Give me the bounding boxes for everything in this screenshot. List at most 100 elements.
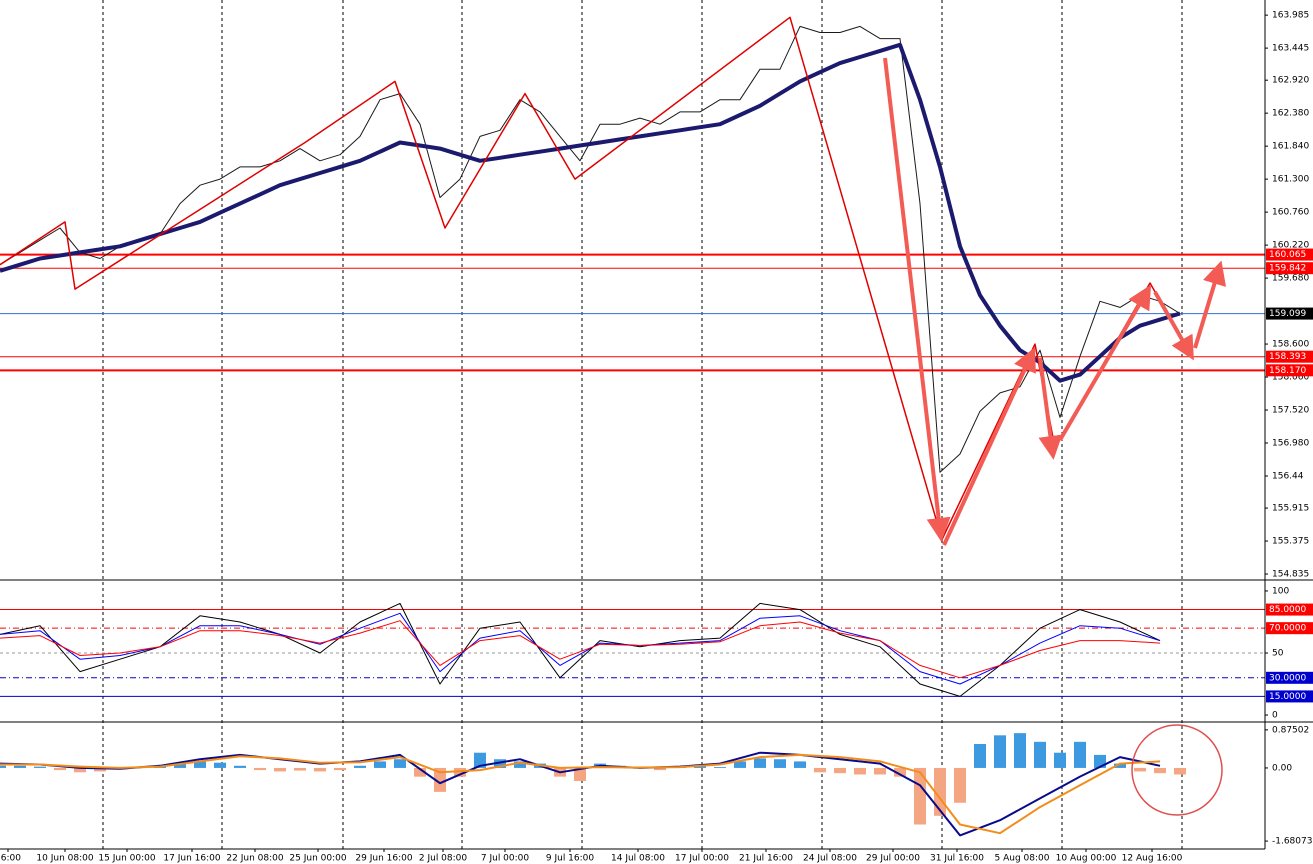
histogram-bar <box>394 759 406 768</box>
histogram-bar <box>454 767 466 777</box>
panel: 100 50 0 85.0000 70.0000 30.0000 15.0000 <box>0 586 1313 721</box>
panel: 0.87502 0.00 -1.68073 16:00 10 Jun 08:00 15 J… <box>0 725 1312 864</box>
histogram-bar <box>474 752 486 768</box>
x-tick-label: 31 Jul 16:00 <box>930 854 984 864</box>
y-tick-label: 100 <box>1272 586 1289 596</box>
x-tick-label: 17 Jul 00:00 <box>675 854 729 864</box>
histogram-bar <box>834 767 846 774</box>
level-label-box <box>1266 364 1313 377</box>
histogram-bar <box>1174 767 1186 775</box>
level-label-box <box>1266 622 1313 635</box>
y-tick-label: 0 <box>1272 711 1278 721</box>
y-tick-label: 0.87502 <box>1272 725 1309 735</box>
histogram-bar <box>1074 741 1086 768</box>
histogram-bar <box>314 767 326 772</box>
series-line <box>0 753 1161 835</box>
x-tick-label: 24 Jul 08:00 <box>803 854 857 864</box>
y-tick-label: 161.840 <box>1272 142 1309 152</box>
level-label-box <box>1266 671 1313 684</box>
y-tick-label: 162.920 <box>1272 76 1309 86</box>
x-tick-label: 15 Jun 00:00 <box>98 854 155 864</box>
level-label-box <box>1266 248 1313 261</box>
histogram-bar <box>914 767 926 825</box>
panel: 163.985 163.445 162.920 162.380 161.840 161.3… <box>0 11 1313 580</box>
y-tick-label: 158.600 <box>1272 340 1309 350</box>
histogram-bar <box>214 762 226 768</box>
y-tick-label: 0.00 <box>1272 763 1292 773</box>
histogram-bar <box>974 744 986 768</box>
y-tick-label: 163.985 <box>1272 11 1309 21</box>
histogram-bar <box>994 735 1006 768</box>
level-label-box <box>1266 690 1313 703</box>
x-tick-label: 29 Jun 16:00 <box>355 854 412 864</box>
x-tick-label: 21 Jul 16:00 <box>739 854 793 864</box>
histogram-bar <box>174 763 186 768</box>
histogram-bar <box>734 761 746 768</box>
arrow <box>1058 284 1152 442</box>
histogram-bar <box>814 767 826 773</box>
x-tick-label: 5 Aug 08:00 <box>995 854 1050 864</box>
histogram-bar <box>414 767 426 777</box>
histogram-bar <box>54 767 66 771</box>
histogram-bar <box>1014 733 1026 768</box>
y-tick-label: -1.68073 <box>1272 837 1312 847</box>
histogram-bar <box>334 767 346 771</box>
level-label: 70.0000 <box>1269 624 1306 634</box>
histogram-bar <box>754 758 766 768</box>
histogram-bar <box>434 767 446 792</box>
x-tick-label: 9 Jul 16:00 <box>546 854 595 864</box>
level-label: 85.0000 <box>1269 605 1306 615</box>
y-tick-label: 163.445 <box>1272 44 1309 54</box>
level-label: 159.099 <box>1269 309 1306 319</box>
histogram-bar <box>254 767 266 771</box>
x-tick-label: 16:00 <box>0 854 21 864</box>
series-line <box>0 751 1161 837</box>
arrow <box>1193 260 1227 349</box>
histogram-bar <box>14 765 26 768</box>
histogram-bar <box>494 759 506 768</box>
histogram-bar <box>34 766 46 768</box>
histogram-bar <box>954 767 966 803</box>
x-tick-label: 12 Aug 16:00 <box>1122 854 1183 864</box>
y-tick-label: 156.980 <box>1272 439 1309 449</box>
arrow <box>883 57 951 542</box>
histogram-bar <box>74 767 86 773</box>
arrow <box>1153 291 1194 361</box>
x-tick-label: 10 Aug 00:00 <box>1056 854 1117 864</box>
level-label-box <box>1266 307 1313 320</box>
histogram-bar <box>1054 752 1066 768</box>
histogram-bar <box>794 761 806 768</box>
histogram-bar <box>694 765 706 768</box>
level-label: 159.842 <box>1269 264 1306 274</box>
x-tick-label: 29 Jul 00:00 <box>866 854 920 864</box>
histogram-bar <box>874 767 886 775</box>
histogram-bar <box>854 767 866 775</box>
arrow <box>1038 357 1063 460</box>
series-line <box>0 602 1161 697</box>
histogram-bar <box>514 761 526 768</box>
y-tick-label: 50 <box>1272 648 1284 658</box>
histogram-bar <box>234 765 246 768</box>
histogram-bar <box>714 767 726 768</box>
level-label: 160.065 <box>1269 250 1306 260</box>
x-tick-label: 10 Jun 08:00 <box>36 854 93 864</box>
level-label-box <box>1266 350 1313 363</box>
level-label-box <box>1266 262 1313 275</box>
histogram-bar <box>374 761 386 768</box>
histogram-bar <box>774 759 786 768</box>
level-label: 15.0000 <box>1269 692 1306 702</box>
x-tick-label: 22 Jun 08:00 <box>226 854 283 864</box>
level-label: 30.0000 <box>1269 673 1306 683</box>
y-tick-label: 157.520 <box>1272 406 1309 416</box>
histogram-bar <box>1114 763 1126 768</box>
series-line <box>0 612 1161 685</box>
y-tick-label: 161.300 <box>1272 175 1309 185</box>
y-tick-label: 155.375 <box>1272 537 1309 547</box>
y-tick-label: 160.760 <box>1272 208 1309 218</box>
arrow <box>942 347 1036 546</box>
histogram-bar <box>0 765 6 768</box>
y-tick-label: 159.680 <box>1272 274 1309 284</box>
annotations <box>883 57 1227 546</box>
